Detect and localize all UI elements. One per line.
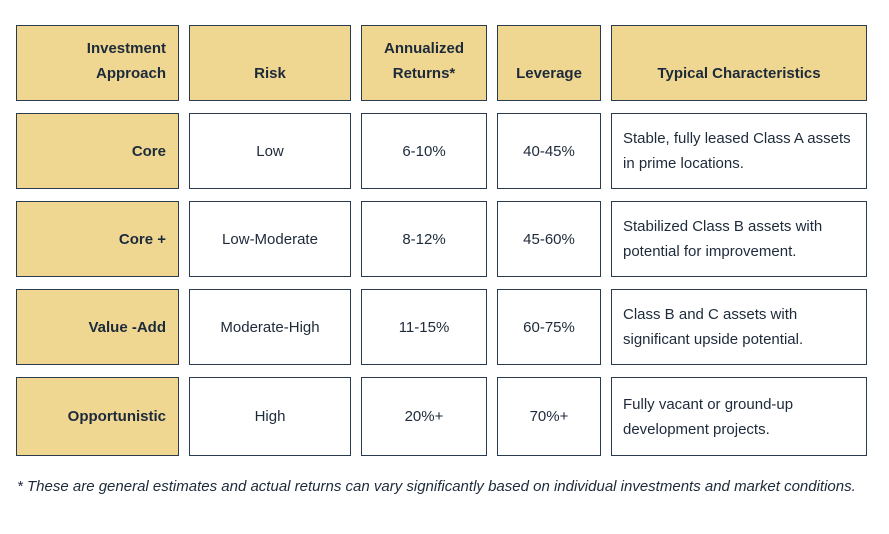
footnote: * These are general estimates and actual… xyxy=(17,478,856,495)
header-label: Risk xyxy=(254,65,286,82)
approach-label: Value -Add xyxy=(88,318,166,336)
header-label: Annualized Returns* xyxy=(383,40,464,82)
characteristics-cell: Fully vacant or ground-up development pr… xyxy=(611,377,867,456)
risk-value: Moderate-High xyxy=(220,318,320,336)
approach-label: Opportunistic xyxy=(67,408,166,425)
header-risk: Risk xyxy=(189,25,351,101)
characteristics-text: Stabilized Class B assets with potential… xyxy=(623,218,823,260)
leverage-value: 40-45% xyxy=(523,142,575,160)
header-annualized-returns: Annualized Returns* xyxy=(361,25,487,101)
leverage-value: 60-75% xyxy=(523,318,575,336)
leverage-value: 70%+ xyxy=(529,408,569,425)
risk-cell: Low-Moderate xyxy=(189,201,351,277)
risk-cell: Low xyxy=(189,113,351,189)
header-leverage: Leverage xyxy=(497,25,601,101)
characteristics-text: Class B and C assets with significant up… xyxy=(623,306,804,348)
returns-cell: 6-10% xyxy=(361,113,487,189)
header-label: Leverage xyxy=(516,65,582,82)
returns-cell: 20%+ xyxy=(361,377,487,456)
risk-cell: High xyxy=(189,377,351,456)
header-label: Investment Approach xyxy=(86,40,166,82)
characteristics-cell: Stabilized Class B assets with potential… xyxy=(611,201,867,277)
row-approach-value-add: Value -Add xyxy=(16,289,179,365)
risk-value: Low xyxy=(256,142,284,160)
risk-value: High xyxy=(254,408,286,425)
approach-label: Core + xyxy=(118,230,166,248)
leverage-cell: 70%+ xyxy=(497,377,601,456)
risk-value: Low-Moderate xyxy=(222,230,318,248)
characteristics-cell: Stable, fully leased Class A assets in p… xyxy=(611,113,867,189)
row-approach-core: Core xyxy=(16,113,179,189)
leverage-cell: 60-75% xyxy=(497,289,601,365)
leverage-cell: 40-45% xyxy=(497,113,601,189)
leverage-value: 45-60% xyxy=(523,230,575,248)
characteristics-text: Stable, fully leased Class A assets in p… xyxy=(623,130,851,172)
characteristics-cell: Class B and C assets with significant up… xyxy=(611,289,867,365)
header-investment-approach: Investment Approach xyxy=(16,25,179,101)
returns-value: 6-10% xyxy=(402,142,446,160)
leverage-cell: 45-60% xyxy=(497,201,601,277)
returns-value: 11-15% xyxy=(398,318,450,336)
returns-value: 8-12% xyxy=(402,230,446,248)
approach-label: Core xyxy=(131,142,166,160)
returns-cell: 8-12% xyxy=(361,201,487,277)
returns-cell: 11-15% xyxy=(361,289,487,365)
row-approach-core-plus: Core + xyxy=(16,201,179,277)
header-label: Typical Characteristics xyxy=(657,65,821,82)
characteristics-text: Fully vacant or ground-up development pr… xyxy=(623,395,794,438)
risk-cell: Moderate-High xyxy=(189,289,351,365)
returns-value: 20%+ xyxy=(404,408,444,425)
header-typical-characteristics: Typical Characteristics xyxy=(611,25,867,101)
row-approach-opportunistic: Opportunistic xyxy=(16,377,179,456)
